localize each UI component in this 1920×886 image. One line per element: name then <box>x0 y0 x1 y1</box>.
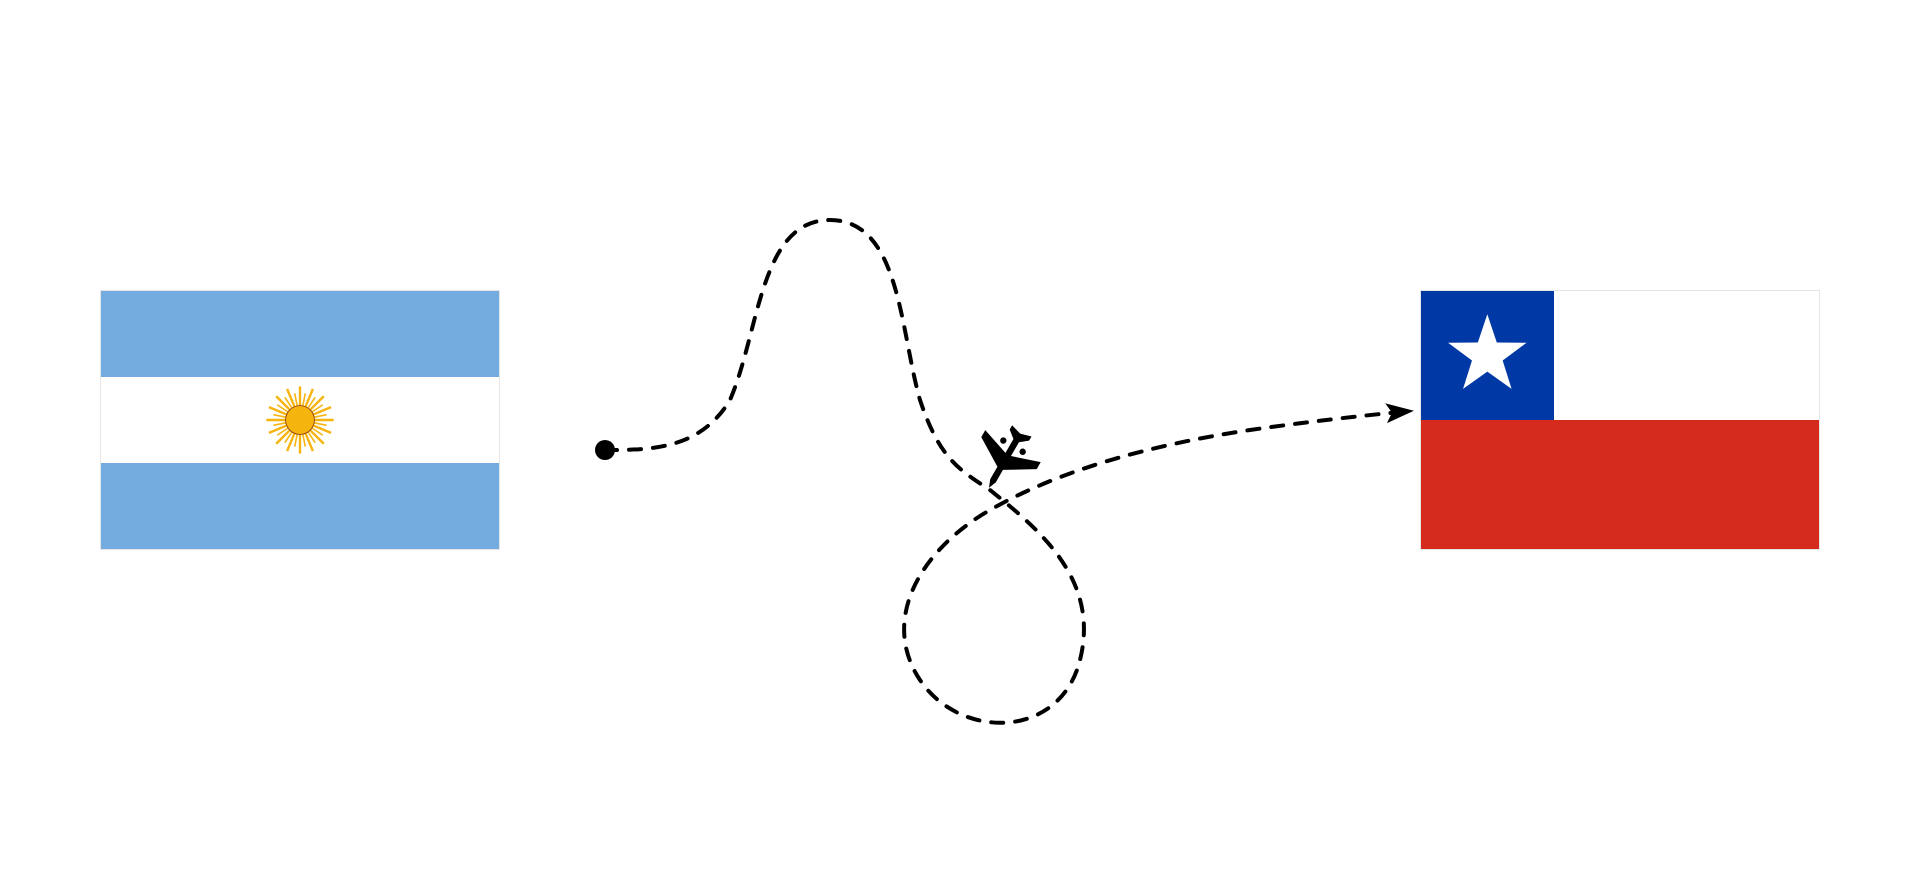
airplane-icon <box>965 420 1045 500</box>
path-start-dot <box>595 440 615 460</box>
flight-path <box>0 0 1920 886</box>
path-arrow-icon <box>1378 390 1421 433</box>
